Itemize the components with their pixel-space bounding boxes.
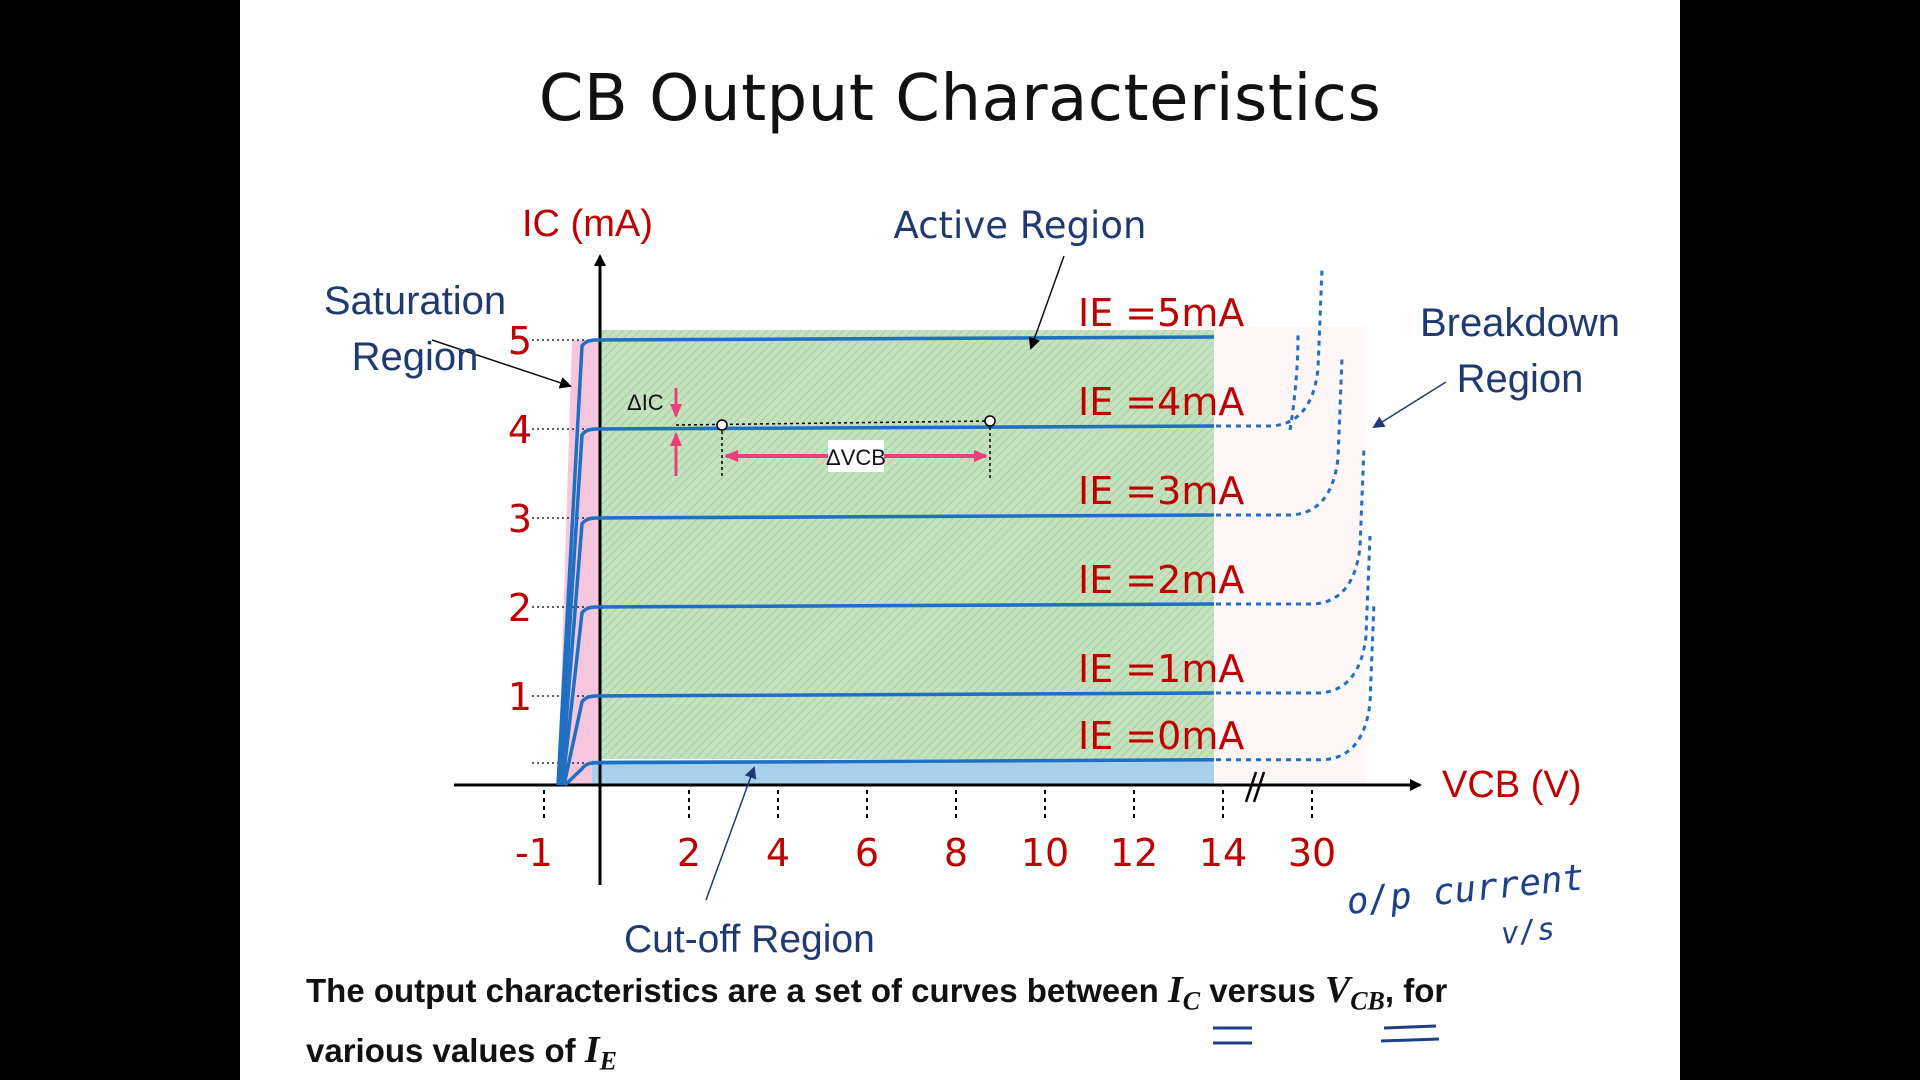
axis-break-mark bbox=[1244, 771, 1258, 803]
breakdown-curve bbox=[1216, 535, 1372, 695]
delta-vcb-label: ΔVCB bbox=[826, 445, 886, 470]
ie-curve bbox=[557, 424, 1215, 786]
x-tick-label: 2 bbox=[677, 831, 701, 875]
active-pointer bbox=[1028, 255, 1065, 350]
x-tick-marks bbox=[543, 790, 1313, 818]
x-axis-label: VCB (V) bbox=[1442, 764, 1581, 806]
curve-label: IE =0mA bbox=[1078, 714, 1244, 758]
breakdown-curve bbox=[1216, 602, 1376, 762]
curve-label: IE =2mA bbox=[1078, 558, 1244, 602]
saturation-pointer bbox=[431, 339, 572, 389]
breakdown-curve bbox=[1216, 357, 1344, 517]
breakdown-region-label: Breakdown Region bbox=[1419, 301, 1621, 401]
delta-annotation: ΔIC ΔVCB bbox=[627, 388, 996, 478]
x-tick-label: 8 bbox=[944, 831, 968, 875]
y-tick-label: 1 bbox=[508, 675, 532, 719]
breakdown-pointer bbox=[1372, 381, 1447, 429]
active-region-label: Active Region bbox=[894, 204, 1147, 247]
ie-curve bbox=[556, 335, 1215, 786]
x-tick-label: 12 bbox=[1110, 831, 1158, 875]
ie-curve bbox=[559, 513, 1215, 786]
x-tick-label: 30 bbox=[1288, 831, 1336, 875]
ie-curve bbox=[560, 602, 1215, 786]
x-tick-label: 4 bbox=[766, 831, 790, 875]
curve-label: IE =1mA bbox=[1078, 647, 1244, 691]
breakdown-curve bbox=[1216, 446, 1366, 606]
cutoff-region-fill bbox=[592, 760, 1214, 785]
cutoff-pointer bbox=[705, 766, 757, 901]
x-tick-label: -1 bbox=[515, 831, 553, 875]
curve-label: IE =4mA bbox=[1078, 380, 1244, 424]
slide-caption: The output characteristics are a set of … bbox=[306, 969, 1448, 1076]
y-tick-label: 4 bbox=[508, 408, 532, 452]
y-tick-label: 3 bbox=[508, 497, 532, 541]
x-tick-label: 10 bbox=[1021, 831, 1069, 875]
cutoff-region-label: Cut-off Region bbox=[624, 918, 875, 961]
svg-text:v/s: v/s bbox=[1499, 911, 1557, 951]
y-axis-label: IC (mA) bbox=[522, 203, 653, 245]
ie-curve bbox=[563, 758, 1215, 787]
breakdown-curve bbox=[1216, 268, 1324, 428]
ie-curve bbox=[562, 691, 1215, 786]
curve-label: IE =5mA bbox=[1078, 291, 1244, 335]
x-tick-label: 6 bbox=[855, 831, 879, 875]
slide-title: CB Output Characteristics bbox=[538, 62, 1382, 136]
active-region-fill bbox=[600, 330, 1214, 759]
saturation-region-label: Saturation Region bbox=[323, 279, 507, 379]
axis-break-mark bbox=[1252, 771, 1266, 803]
curve-label: IE =3mA bbox=[1078, 469, 1244, 513]
slide: CB Output Characteristics bbox=[240, 0, 1680, 1080]
y-tick-label: 5 bbox=[508, 319, 532, 363]
delta-ic-label: ΔIC bbox=[627, 390, 664, 415]
y-tick-label: 2 bbox=[508, 586, 532, 630]
x-tick-label: 14 bbox=[1199, 831, 1247, 875]
